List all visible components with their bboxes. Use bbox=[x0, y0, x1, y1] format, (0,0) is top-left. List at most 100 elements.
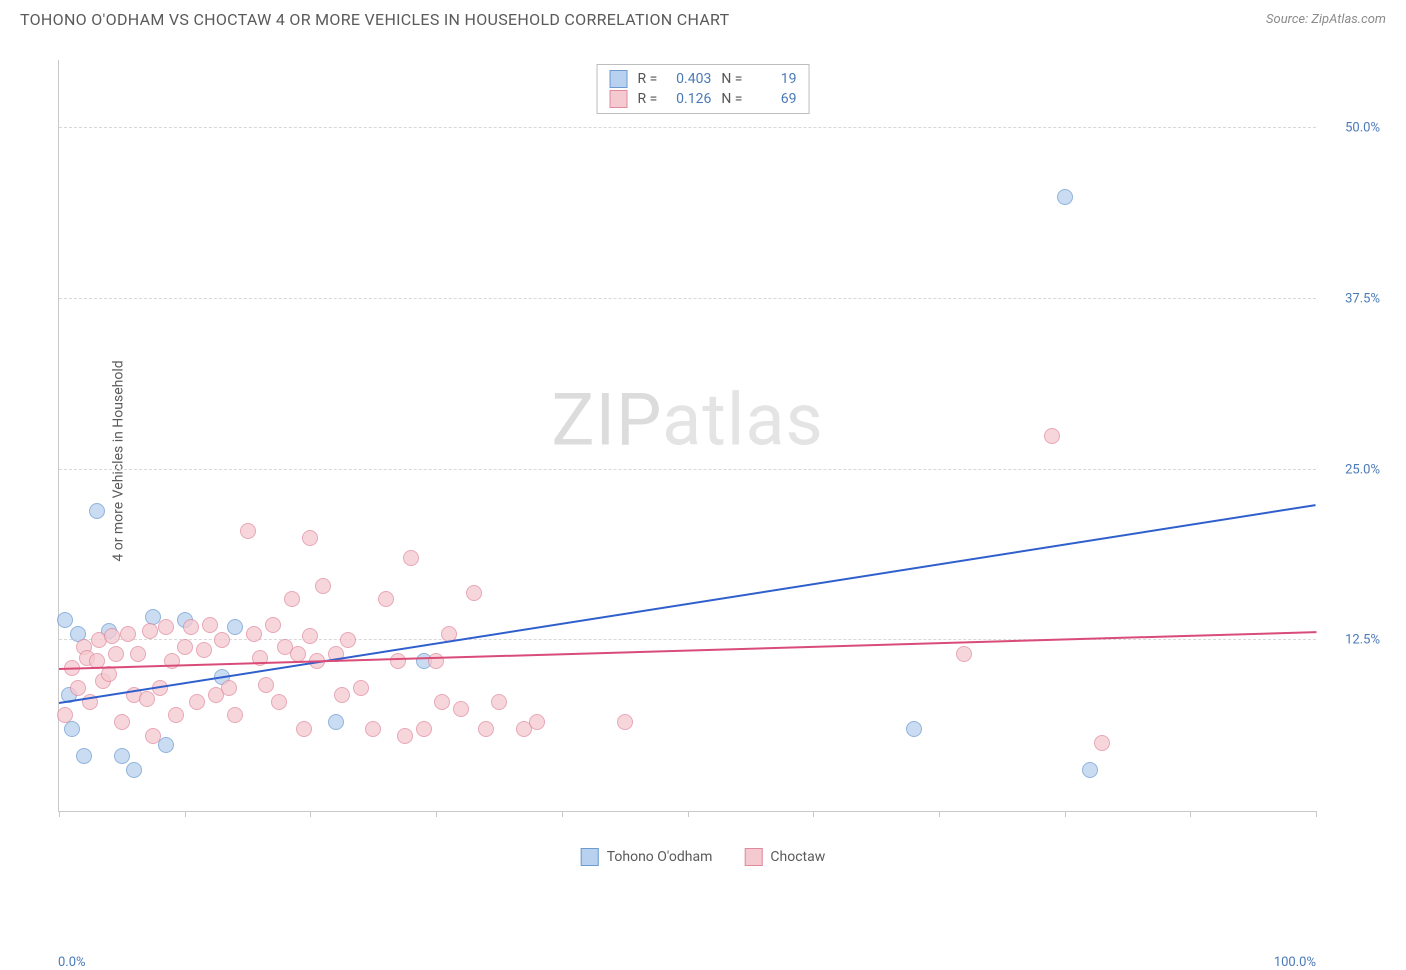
legend-r-label: R = bbox=[638, 71, 658, 87]
choctaw-point bbox=[403, 550, 419, 566]
tohono-point bbox=[227, 619, 243, 635]
tohono-point bbox=[158, 737, 174, 753]
y-tick-label: 25.0% bbox=[1345, 462, 1380, 477]
choctaw-point bbox=[114, 714, 130, 730]
watermark: ZIPatlas bbox=[551, 378, 823, 463]
choctaw-point bbox=[390, 653, 406, 669]
plot-region: ZIPatlas 12.5%25.0%37.5%50.0% bbox=[58, 60, 1316, 812]
choctaw-point bbox=[271, 694, 287, 710]
legend-n-label: N = bbox=[721, 91, 742, 107]
choctaw-point bbox=[189, 694, 205, 710]
choctaw-point bbox=[365, 721, 381, 737]
tohono-point bbox=[906, 721, 922, 737]
chart-source: Source: ZipAtlas.com bbox=[1266, 12, 1386, 27]
choctaw-point bbox=[104, 628, 120, 644]
legend-swatch bbox=[744, 848, 762, 866]
choctaw-point bbox=[302, 628, 318, 644]
choctaw-point bbox=[168, 707, 184, 723]
x-tick bbox=[310, 811, 311, 817]
x-axis-max-label: 100.0% bbox=[1274, 955, 1316, 970]
x-tick bbox=[939, 811, 940, 817]
series-legend: Tohono O'odham Choctaw bbox=[581, 848, 826, 866]
x-tick bbox=[1065, 811, 1066, 817]
choctaw-point bbox=[334, 687, 350, 703]
chart-title: TOHONO O'ODHAM VS CHOCTAW 4 OR MORE VEHI… bbox=[20, 10, 729, 29]
choctaw-point bbox=[108, 646, 124, 662]
legend-r-value: 0.403 bbox=[667, 71, 711, 87]
choctaw-point bbox=[130, 646, 146, 662]
choctaw-point bbox=[1044, 428, 1060, 444]
gridline bbox=[59, 298, 1316, 299]
choctaw-point bbox=[290, 646, 306, 662]
x-tick bbox=[562, 811, 563, 817]
choctaw-point bbox=[956, 646, 972, 662]
choctaw-point bbox=[202, 617, 218, 633]
choctaw-point bbox=[227, 707, 243, 723]
legend-swatch bbox=[610, 70, 628, 88]
x-axis-min-label: 0.0% bbox=[58, 955, 86, 970]
chart-area: 4 or more Vehicles in Household ZIPatlas… bbox=[10, 40, 1396, 882]
choctaw-point bbox=[416, 721, 432, 737]
x-tick bbox=[59, 811, 60, 817]
x-tick bbox=[185, 811, 186, 817]
legend-r-label: R = bbox=[638, 91, 658, 107]
tohono-point bbox=[64, 721, 80, 737]
chart-header: TOHONO O'ODHAM VS CHOCTAW 4 OR MORE VEHI… bbox=[0, 0, 1406, 35]
choctaw-point bbox=[284, 591, 300, 607]
choctaw-point bbox=[453, 701, 469, 717]
y-tick-label: 50.0% bbox=[1345, 121, 1380, 136]
choctaw-point bbox=[478, 721, 494, 737]
choctaw-point bbox=[246, 626, 262, 642]
y-tick-label: 37.5% bbox=[1345, 291, 1380, 306]
tohono-point bbox=[57, 612, 73, 628]
choctaw-point bbox=[120, 626, 136, 642]
series-legend-label: Tohono O'odham bbox=[607, 849, 713, 865]
choctaw-point bbox=[177, 639, 193, 655]
tohono-point bbox=[114, 748, 130, 764]
x-tick bbox=[1190, 811, 1191, 817]
legend-n-value: 19 bbox=[752, 71, 796, 87]
tohono-point bbox=[76, 748, 92, 764]
series-legend-item: Tohono O'odham bbox=[581, 848, 713, 866]
gridline bbox=[59, 469, 1316, 470]
tohono-point bbox=[126, 762, 142, 778]
choctaw-point bbox=[142, 623, 158, 639]
choctaw-point bbox=[434, 694, 450, 710]
watermark-atlas: atlas bbox=[662, 378, 824, 463]
choctaw-point bbox=[1094, 735, 1110, 751]
tohono-point bbox=[1082, 762, 1098, 778]
choctaw-point bbox=[221, 680, 237, 696]
choctaw-point bbox=[145, 728, 161, 744]
legend-n-label: N = bbox=[721, 71, 742, 87]
choctaw-point bbox=[70, 680, 86, 696]
gridline bbox=[59, 127, 1316, 128]
choctaw-point bbox=[397, 728, 413, 744]
choctaw-point bbox=[466, 585, 482, 601]
legend-n-value: 69 bbox=[752, 91, 796, 107]
choctaw-point bbox=[258, 677, 274, 693]
choctaw-point bbox=[428, 653, 444, 669]
y-tick-label: 12.5% bbox=[1345, 633, 1380, 648]
x-tick bbox=[813, 811, 814, 817]
x-tick bbox=[688, 811, 689, 817]
correlation-legend: R = 0.403 N = 19 R = 0.126 N = 69 bbox=[597, 64, 810, 114]
legend-swatch bbox=[610, 90, 628, 108]
choctaw-point bbox=[617, 714, 633, 730]
choctaw-point bbox=[57, 707, 73, 723]
choctaw-point bbox=[491, 694, 507, 710]
choctaw-point bbox=[183, 619, 199, 635]
series-legend-item: Choctaw bbox=[744, 848, 825, 866]
choctaw-point bbox=[158, 619, 174, 635]
x-tick bbox=[1316, 811, 1317, 817]
tohono-point bbox=[89, 503, 105, 519]
series-legend-label: Choctaw bbox=[770, 849, 825, 865]
legend-r-value: 0.126 bbox=[667, 91, 711, 107]
x-tick bbox=[436, 811, 437, 817]
choctaw-point bbox=[265, 617, 281, 633]
legend-swatch bbox=[581, 848, 599, 866]
legend-row-tohono: R = 0.403 N = 19 bbox=[610, 69, 797, 89]
choctaw-point bbox=[101, 666, 117, 682]
choctaw-point bbox=[139, 691, 155, 707]
choctaw-point bbox=[296, 721, 312, 737]
choctaw-point bbox=[196, 642, 212, 658]
